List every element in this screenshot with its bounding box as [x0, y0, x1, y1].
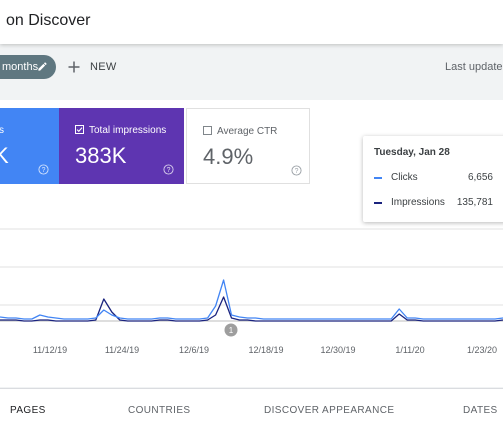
- page-header: on Discover: [0, 0, 503, 44]
- metric-card-clicks[interactable]: ks K ?: [0, 108, 59, 184]
- x-tick-label: 1/23/20: [467, 345, 497, 355]
- date-filter-chip[interactable]: months: [0, 55, 56, 79]
- performance-chart[interactable]: 11/12/19 11/24/19 12/6/19 12/18/19 12/30/19 1…: [0, 225, 503, 365]
- tab-discover-appearance[interactable]: DISCOVER APPEARANCE: [264, 405, 395, 416]
- svg-text:?: ?: [42, 167, 46, 174]
- impressions-swatch: [374, 202, 382, 204]
- ctr-checkbox[interactable]: [203, 126, 212, 135]
- series-line: [0, 296, 503, 322]
- edit-icon: [38, 62, 47, 71]
- impressions-label: Total impressions: [89, 125, 167, 136]
- tooltip-impressions-value: 135,781: [456, 197, 493, 208]
- last-updated-text: Last updated: [445, 61, 503, 73]
- new-button-label: NEW: [90, 61, 117, 73]
- toolbar: months NEW Last updated: [0, 44, 503, 90]
- impressions-value: 383K: [75, 143, 127, 168]
- help-icon[interactable]: ?: [291, 165, 302, 176]
- tooltip-clicks-value: 6,656: [467, 172, 493, 183]
- x-tick-label: 12/6/19: [179, 345, 209, 355]
- date-filter-label: months: [2, 61, 39, 73]
- help-icon[interactable]: ?: [38, 164, 49, 175]
- x-tick-label: 12/30/19: [320, 345, 355, 355]
- clicks-swatch: [374, 177, 382, 179]
- new-filter-button[interactable]: NEW: [68, 55, 117, 79]
- x-tick-label: 1/11/20: [395, 345, 424, 355]
- help-icon[interactable]: ?: [163, 164, 174, 175]
- tooltip-clicks-name: Clicks: [391, 172, 418, 183]
- check-icon: [76, 127, 83, 133]
- annotation-marker: [224, 323, 238, 337]
- x-tick-label: 11/12/19: [33, 345, 67, 355]
- x-tick-label: 11/24/19: [105, 345, 139, 355]
- series-line: [0, 279, 503, 320]
- tooltip-row-clicks: Clicks 6,656: [374, 171, 503, 185]
- ctr-label: Average CTR: [217, 126, 278, 137]
- clicks-value: K: [0, 143, 9, 168]
- tab-pages[interactable]: PAGES: [10, 405, 46, 416]
- chart-tooltip: Tuesday, Jan 28 Clicks 6,656 Impressions…: [363, 136, 503, 222]
- x-tick-label: 12/18/19: [248, 345, 283, 355]
- svg-text:?: ?: [167, 167, 171, 174]
- plus-icon: [68, 61, 80, 73]
- tooltip-row-impressions: Impressions 135,781: [374, 196, 503, 210]
- impressions-checkbox[interactable]: [75, 125, 84, 134]
- clicks-label: ks: [0, 125, 4, 136]
- dimension-tabs: PAGES COUNTRIES DISCOVER APPEARANCE DATE…: [0, 388, 503, 421]
- svg-text:?: ?: [295, 168, 299, 175]
- metric-card-impressions[interactable]: Total impressions 383K ?: [59, 108, 184, 184]
- tab-countries[interactable]: COUNTRIES: [128, 405, 191, 416]
- annotation-label: 1: [229, 326, 234, 335]
- page-title: on Discover: [6, 12, 91, 29]
- ctr-value: 4.9%: [203, 144, 254, 169]
- tooltip-date: Tuesday, Jan 28: [374, 147, 450, 158]
- tooltip-impressions-name: Impressions: [391, 197, 445, 208]
- tab-dates[interactable]: DATES: [463, 405, 498, 416]
- metric-card-ctr[interactable]: Average CTR 4.9% ?: [186, 108, 310, 184]
